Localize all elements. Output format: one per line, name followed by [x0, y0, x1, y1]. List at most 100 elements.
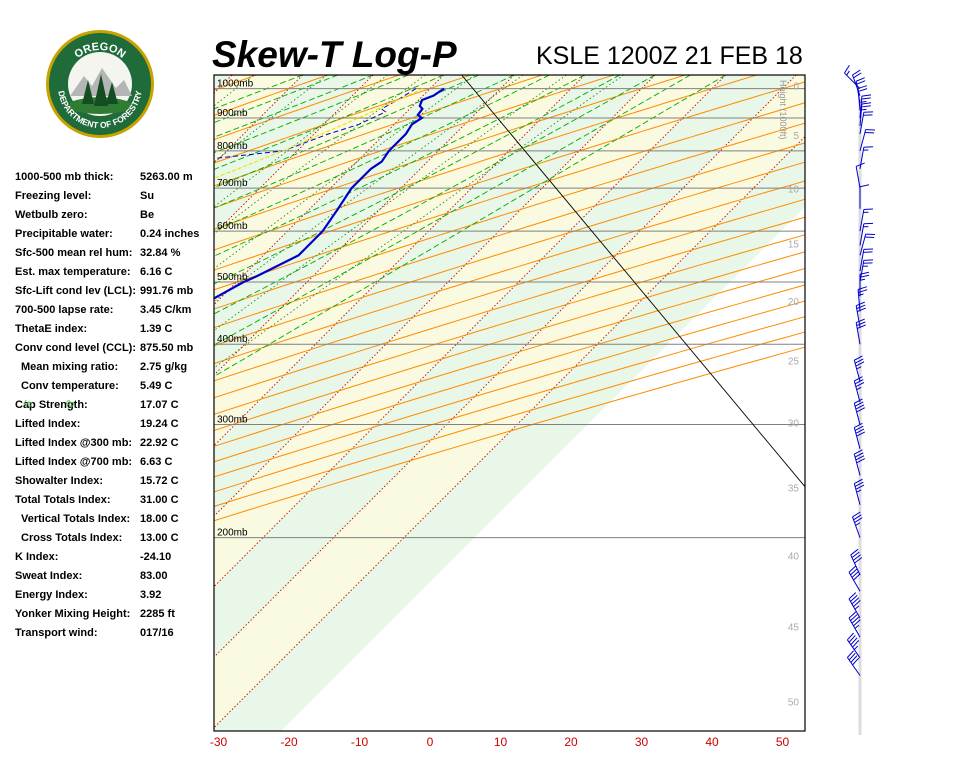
index-value: 3.45 C/km [140, 304, 192, 316]
index-label: Yonker Mixing Height: [15, 608, 131, 620]
index-value: 22.92 C [140, 437, 179, 449]
pressure-label: 500mb [217, 272, 248, 283]
dry-adiabat [214, 331, 805, 507]
wind-barb [853, 478, 865, 505]
index-label: Lifted Index: [15, 418, 81, 430]
index-value: 13.00 C [140, 532, 179, 544]
pressure-label: 300mb [217, 415, 248, 426]
logo-top-text: OREGON [72, 41, 127, 61]
temperature-tick-label: 0 [427, 735, 434, 749]
isotherm-line [214, 75, 233, 94]
index-value: 18.00 C [140, 513, 179, 525]
plot-area [0, 75, 805, 731]
wind-barb [859, 208, 874, 232]
station-time-label: KSLE 1200Z 21 FEB 18 [536, 42, 803, 70]
index-label: Vertical Totals Index: [21, 513, 131, 525]
wind-barb [848, 565, 861, 592]
index-label: Precipitable water: [15, 228, 113, 240]
mixing-ratio-label: 5 [22, 398, 35, 409]
wind-barb [859, 271, 870, 297]
dry-adiabat [214, 102, 805, 291]
index-value: 15.72 C [140, 475, 179, 487]
height-tick-label: 35 [788, 484, 800, 495]
index-label: K Index: [15, 551, 59, 563]
pressure-label: 1000mb [217, 79, 254, 90]
mixing-ratio-line [214, 75, 567, 332]
dry-adiabat [214, 300, 805, 478]
dry-adiabat [214, 75, 471, 164]
pressure-label: 600mb [217, 221, 248, 232]
height-tick-label: 10 [788, 184, 800, 195]
isotherm-line [214, 135, 805, 729]
temperature-tick-label: -20 [280, 735, 298, 749]
index-value: 2.75 g/kg [140, 361, 188, 373]
wind-barb [848, 592, 861, 619]
dewpoint-profile [214, 88, 417, 160]
forestry-logo: OREGON DEPARTMENT OF FORESTRY [46, 30, 154, 138]
dry-adiabat [214, 234, 805, 415]
pressure-label: 800mb [217, 141, 248, 152]
index-label: Energy Index: [15, 589, 88, 601]
wind-barb [859, 184, 870, 209]
height-tick-label: 25 [788, 356, 800, 367]
wind-barb [846, 632, 861, 659]
index-value: 19.24 C [140, 418, 179, 430]
dry-adiabat [214, 75, 757, 251]
index-label: Sfc-500 mean rel hum: [15, 247, 133, 259]
wind-barb [846, 650, 861, 676]
wind-barb [853, 422, 866, 449]
temperature-tick-label: 10 [494, 735, 508, 749]
mixing-ratio-label: 8 [64, 398, 77, 409]
index-label: Transport wind: [15, 627, 98, 639]
temperature-band [0, 75, 21, 731]
temperature-tick-label: 40 [705, 735, 719, 749]
wind-barb [859, 259, 874, 283]
dry-adiabat [214, 122, 805, 310]
index-label: Sweat Index: [15, 570, 83, 582]
index-value: Su [140, 190, 155, 202]
index-value: Be [140, 209, 155, 221]
index-label: Mean mixing ratio: [21, 361, 119, 373]
wind-barb [852, 511, 863, 538]
isotherm-line [214, 75, 726, 588]
isotherm-line [214, 75, 656, 517]
dry-adiabat [214, 142, 805, 329]
wind-barb [855, 301, 866, 328]
index-label: 1000-500 mb thick: [15, 171, 114, 183]
index-label: Lifted Index @700 mb: [15, 456, 133, 468]
dry-adiabat [214, 316, 805, 493]
reference-diagonal [461, 75, 805, 488]
dry-adiabat [214, 216, 805, 399]
index-label: Cap Strength: [15, 399, 88, 411]
index-label: Total Totals Index: [15, 494, 111, 506]
index-value: 0.24 inches [140, 228, 200, 240]
height-tick-label: 0 [793, 81, 799, 92]
wind-barb [857, 85, 868, 111]
dry-adiabat [214, 180, 805, 365]
isotherm-line [214, 75, 374, 235]
index-value: 6.16 C [140, 266, 173, 278]
temperature-band [214, 136, 805, 731]
mixing-ratio-line [214, 75, 624, 369]
wind-barb [853, 449, 866, 476]
index-value: 875.50 mb [140, 342, 194, 354]
index-value: 5263.00 m [140, 171, 193, 183]
index-label: 700-500 lapse rate: [15, 304, 114, 316]
index-value: 31.00 C [140, 494, 179, 506]
index-value: 6.63 C [140, 456, 173, 468]
height-tick-label: 30 [788, 419, 800, 430]
height-tick-label: 50 [788, 698, 800, 709]
index-value: -24.10 [140, 551, 172, 563]
pressure-label: 200mb [217, 528, 248, 539]
index-value: 17.07 C [140, 399, 179, 411]
index-label: Conv temperature: [21, 380, 119, 392]
pressure-label: 400mb [217, 334, 248, 345]
index-label: Lifted Index @300 mb: [15, 437, 133, 449]
dry-adiabat [214, 75, 686, 230]
index-label: Cross Totals Index: [21, 532, 123, 544]
wind-barb [855, 318, 866, 345]
index-value: 017/16 [140, 627, 174, 639]
dry-adiabat [214, 161, 805, 347]
index-value: 3.92 [140, 589, 162, 601]
pressure-label: 700mb [217, 178, 248, 189]
